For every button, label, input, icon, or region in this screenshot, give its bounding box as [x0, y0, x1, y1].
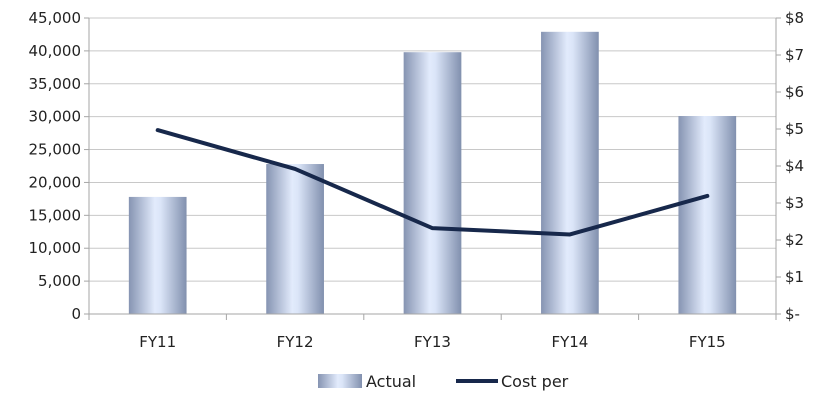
bar [128, 196, 187, 314]
y-right-tick-label: $7 [785, 46, 804, 64]
bar-series-actual [128, 31, 737, 315]
legend-label-actual: Actual [366, 372, 416, 391]
x-tick-label: FY13 [414, 333, 451, 351]
y-right-tick-label: $- [785, 305, 800, 323]
y-left-tick-label: 40,000 [29, 42, 82, 60]
y-left-tick-label: 15,000 [29, 206, 82, 224]
legend: Actual Cost per [318, 372, 569, 391]
y-right-tick-label: $8 [785, 9, 804, 27]
y-left-tick-label: 20,000 [29, 173, 82, 191]
y-left-tick-label: 45,000 [29, 9, 82, 27]
y-right-tick-label: $5 [785, 120, 804, 138]
y-right-tick-label: $4 [785, 157, 804, 175]
y-right-tick-label: $1 [785, 268, 804, 286]
bar [266, 164, 324, 314]
y-left-tick-label: 25,000 [29, 141, 82, 159]
y-left-tick-label: 30,000 [29, 108, 82, 126]
legend-label-cost-per: Cost per [501, 372, 569, 391]
bar [678, 116, 737, 315]
axes: 0 5,000 10,000 15,000 20,000 25,000 30,000 35,0… [29, 9, 805, 351]
y-right-tick-label: $2 [785, 231, 804, 249]
x-tick-label: FY15 [689, 333, 726, 351]
bar [541, 31, 599, 315]
line-series-cost-per [155, 128, 710, 237]
x-tick-label: FY14 [551, 333, 588, 351]
y-right-tick-label: $3 [785, 194, 804, 212]
x-tick-label: FY12 [277, 333, 314, 351]
y-left-tick-label: 35,000 [29, 75, 82, 93]
legend-swatch-actual [318, 374, 362, 388]
x-tick-label: FY11 [139, 333, 176, 351]
y-left-tick-label: 5,000 [38, 272, 81, 290]
y-left-tick-label: 10,000 [29, 239, 82, 257]
y-left-tick-label: 0 [71, 305, 81, 323]
y-right-tick-label: $6 [785, 83, 804, 101]
line-path [155, 128, 710, 237]
bar [403, 52, 462, 315]
